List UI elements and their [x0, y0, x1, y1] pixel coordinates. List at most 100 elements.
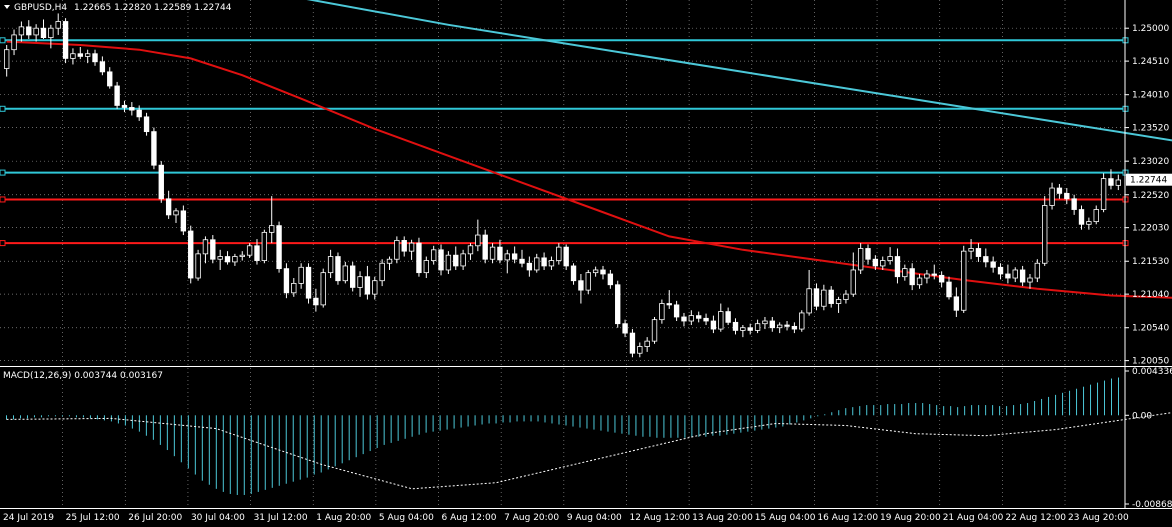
candle-body-bull	[430, 249, 437, 261]
time-tick-label: 5 Aug 04:00	[379, 513, 434, 523]
candle	[1012, 267, 1018, 283]
candle	[165, 190, 172, 219]
candle-body-bull	[916, 277, 923, 286]
candle	[254, 239, 260, 265]
candle-body-bull	[460, 253, 466, 267]
candle	[534, 253, 540, 273]
triangle-down-icon[interactable]	[4, 5, 10, 9]
candle	[946, 276, 952, 300]
candle-body-bear	[828, 289, 834, 304]
ohlc-label: 1.22665 1.22820 1.22589 1.22744	[74, 3, 232, 13]
candle-body-bull	[1115, 179, 1122, 186]
candle-body-bear	[725, 311, 731, 323]
candle	[975, 243, 982, 262]
time-tick-label: 26 Jul 20:00	[128, 513, 182, 523]
candle-body-bear	[813, 288, 820, 307]
candle-body-bull	[1086, 221, 1092, 225]
candle-body-bull	[1100, 178, 1107, 210]
candle-body-bear	[416, 242, 422, 274]
candle	[423, 256, 429, 279]
candle	[114, 81, 120, 109]
price-tick-label: 1.22520	[1132, 191, 1169, 201]
candle-body-bull	[445, 254, 452, 271]
candle-body-bull	[173, 210, 179, 216]
candle-body-bull	[651, 319, 658, 342]
candle-body-bull	[548, 260, 555, 267]
candle-body-bull	[467, 245, 474, 255]
candle-body-bear	[673, 304, 680, 318]
candle	[283, 263, 290, 299]
price-tick-label: 1.20050	[1132, 357, 1169, 367]
candle-body-bear	[313, 297, 319, 306]
candle-body-bear	[1005, 273, 1011, 279]
level-handle[interactable]	[0, 196, 6, 203]
candle	[1064, 188, 1070, 205]
candle	[3, 44, 10, 77]
candle	[740, 325, 746, 338]
level-handle[interactable]	[0, 240, 6, 247]
candle-body-bull	[84, 53, 91, 57]
candle	[924, 269, 930, 284]
candle-body-bull	[961, 250, 967, 311]
candle	[762, 316, 768, 330]
candle	[467, 243, 474, 260]
candle	[320, 268, 326, 308]
time-tick-label: 16 Aug 12:00	[817, 513, 878, 523]
candle	[357, 271, 363, 297]
candle	[850, 252, 856, 297]
candle	[909, 263, 915, 291]
candle	[276, 221, 282, 273]
candle	[394, 236, 400, 264]
candle-body-bull	[357, 276, 363, 288]
candle	[305, 263, 312, 304]
price-tick-label: 1.21040	[1132, 290, 1169, 300]
candle-body-bull	[762, 320, 768, 325]
candle	[129, 102, 135, 116]
candle	[1049, 182, 1055, 210]
level-handle[interactable]	[0, 37, 6, 44]
candle-body-bull	[644, 340, 650, 347]
candle-body-bear	[453, 254, 459, 267]
price-tick-label: 1.24510	[1132, 57, 1169, 67]
candle	[592, 266, 599, 277]
candle	[629, 329, 636, 358]
candle-body-bull	[659, 303, 665, 321]
candle-body-bull	[269, 225, 275, 233]
level-handle[interactable]	[0, 169, 6, 176]
candle	[688, 310, 695, 326]
candle	[180, 205, 187, 236]
candle	[350, 261, 356, 292]
candle	[556, 243, 562, 265]
candle	[799, 310, 805, 332]
horizontal-levels[interactable]	[0, 37, 1129, 247]
candle	[718, 303, 724, 332]
candle-body-bull	[11, 34, 17, 51]
candle-body-bull	[202, 239, 209, 255]
candle	[445, 251, 452, 274]
moving-averages	[6, 0, 1172, 299]
candle-body-bear	[1071, 198, 1077, 210]
candle-body-bear	[975, 248, 982, 257]
macd-tick-label: -0.008683	[1132, 500, 1172, 510]
candle-body-bear	[600, 269, 606, 275]
candle	[92, 49, 98, 66]
candle	[1108, 169, 1114, 190]
candle	[570, 263, 577, 285]
candle	[1034, 259, 1041, 283]
candle-body-bear	[666, 303, 672, 306]
candle	[475, 219, 481, 252]
candle	[887, 247, 893, 265]
time-tick-label: 23 Aug 20:00	[1068, 513, 1129, 523]
candle-body-bull	[217, 256, 223, 260]
level-handle[interactable]	[0, 105, 6, 112]
candle	[143, 112, 150, 136]
time-tick-label: 9 Aug 04:00	[567, 513, 622, 523]
candle	[865, 244, 871, 265]
candle	[239, 251, 245, 261]
time-tick-label: 30 Jul 04:00	[191, 513, 245, 523]
candle-body-bull	[70, 53, 76, 59]
candle	[821, 284, 827, 311]
candle-body-bull	[379, 262, 385, 282]
candle-body-bear	[541, 257, 547, 267]
